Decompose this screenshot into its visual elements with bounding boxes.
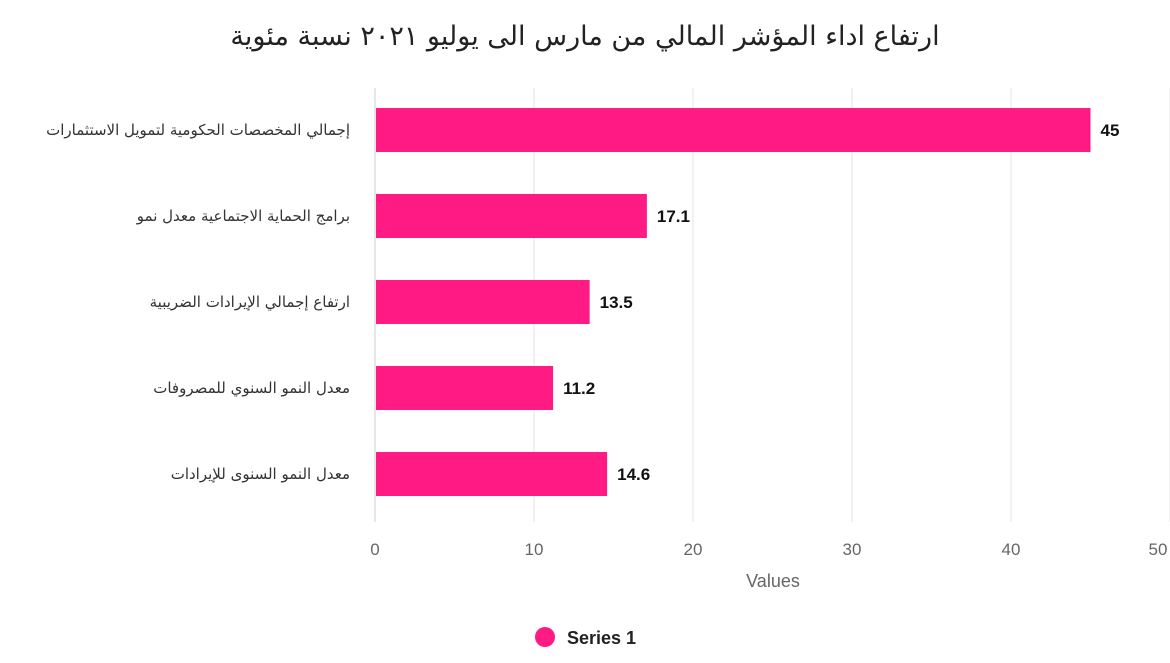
labels-layer: 45 إجمالي المخصصات الحكومية لتمويل الاستث… [46,121,1119,484]
x-axis-title: Values [746,571,800,591]
x-tick-label: 20 [684,540,703,559]
category-label: إجمالي المخصصات الحكومية لتمويل الاستثما… [46,121,350,140]
x-tick-label: 0 [370,540,379,559]
legend-label: Series 1 [567,628,636,648]
chart-title: ارتفاع اداء المؤشر المالي من مارس الى يو… [230,21,939,52]
bar[interactable] [376,366,554,410]
x-tick-label: 40 [1002,540,1021,559]
data-label: 11.2 [563,379,595,398]
category-label: ارتفاع إجمالي الإيرادات الضريبية [150,293,350,312]
bars-layer [376,108,1091,496]
category-label: معدل النمو السنوي للمصروفات [153,379,350,398]
category-label: معدل النمو السنوى للإيرادات [171,465,350,483]
bar[interactable] [376,452,608,496]
data-label: 17.1 [657,207,690,226]
bar[interactable] [376,108,1091,152]
grid-layer [374,88,1170,522]
legend[interactable]: Series 1 [535,627,636,648]
x-axis-ticks: 0 10 20 30 40 50 [370,540,1167,559]
bar[interactable] [376,280,590,324]
category-label: برامج الحماية الاجتماعية معدل نمو [136,207,350,225]
data-label: 14.6 [617,465,650,484]
bar[interactable] [376,194,647,238]
data-label: 13.5 [600,293,633,312]
data-label: 45 [1101,121,1120,140]
x-tick-label: 30 [843,540,862,559]
x-tick-label: 50 [1149,540,1168,559]
legend-swatch [535,627,555,647]
x-tick-label: 10 [525,540,544,559]
